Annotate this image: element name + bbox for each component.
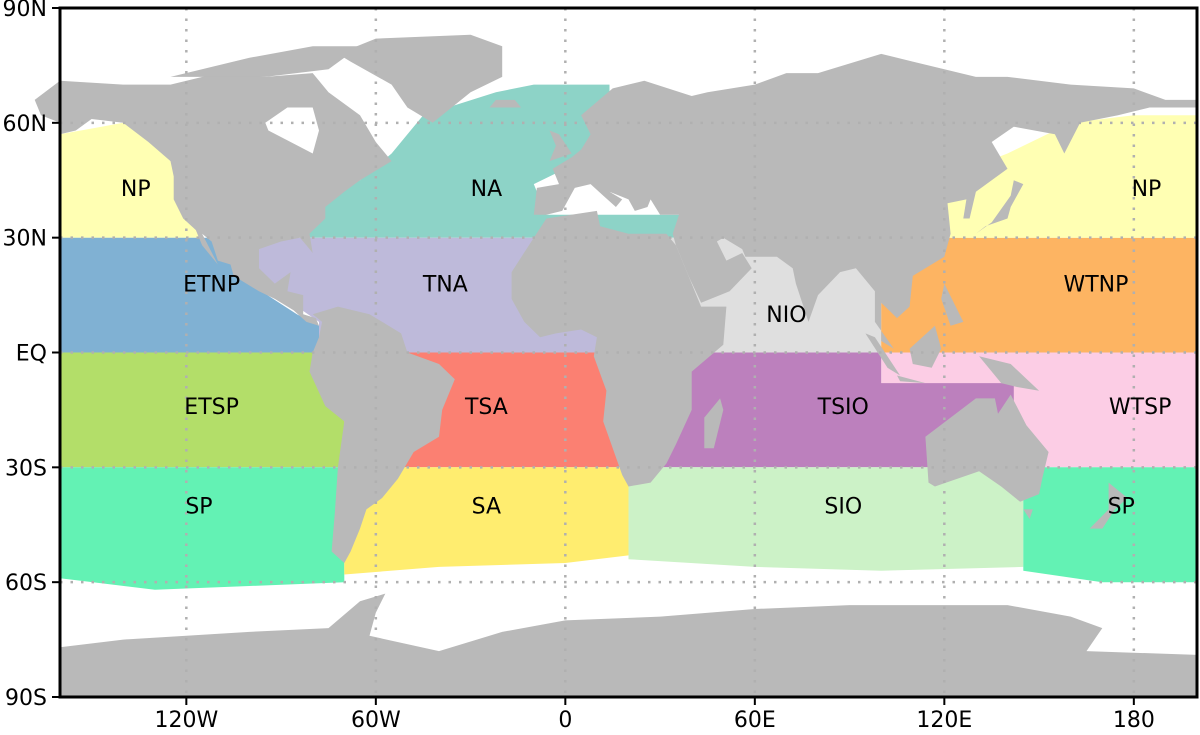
- landmass: [337, 34, 503, 123]
- region-label-etnp: ETNP: [183, 273, 240, 298]
- region-label-wtnp: WTNP: [1063, 273, 1128, 298]
- x-tick-label: 60W: [351, 708, 401, 731]
- y-tick-label: 30S: [5, 456, 47, 481]
- grid-layer: [60, 8, 1197, 697]
- x-tick-label: 60E: [734, 708, 776, 731]
- region-label-sp: SP: [185, 495, 212, 520]
- y-tick-label: 60N: [3, 112, 47, 137]
- hudson-bay: [265, 107, 319, 154]
- landmass: [979, 356, 1040, 391]
- region-label-sp: SP: [1108, 495, 1135, 520]
- region-label-nio: NIO: [766, 303, 806, 328]
- region-sp: [60, 467, 345, 590]
- region-label-etsp: ETSP: [184, 395, 239, 420]
- region-label-tsa: TSA: [464, 395, 508, 420]
- x-tick-label: 180: [1113, 708, 1155, 731]
- y-tick-label: EQ: [16, 342, 47, 367]
- landmass: [533, 53, 1197, 349]
- landmass: [941, 283, 964, 326]
- landmass: [549, 130, 572, 162]
- axes-layer: 90N 60N 30N EQ 30S 60S 90S 120W 60W 0 60E 120E 180: [3, 0, 1199, 733]
- region-label-layer: NP NA ETNP TNA NIO WTNP NP ETSP TSA WTSP TSIO SP SA S…: [121, 177, 1171, 520]
- landmass: [865, 333, 901, 376]
- region-sa: [344, 467, 629, 575]
- region-label-sa: SA: [472, 495, 501, 520]
- landmass: [489, 99, 522, 108]
- region-etsp: [60, 352, 345, 468]
- region-label-na: NA: [471, 177, 503, 202]
- landmass: [909, 325, 942, 368]
- region-sio: [628, 467, 1024, 571]
- y-tick-label: 90S: [5, 686, 47, 711]
- y-tick-label: 30N: [3, 227, 47, 252]
- landmass: [1023, 509, 1033, 519]
- region-label-np: NP: [1132, 177, 1162, 202]
- landmass: [309, 306, 455, 563]
- landmass: [925, 394, 1049, 502]
- landmass: [60, 593, 1197, 697]
- x-tick-label: 0: [558, 708, 572, 731]
- land-layer: [34, 34, 1197, 697]
- region-tsio: [628, 352, 1014, 468]
- x-tick-label: 120W: [154, 708, 218, 731]
- region-label-tsio: TSIO: [817, 395, 869, 420]
- landmass: [1089, 482, 1128, 529]
- region-label-wtsp: WTSP: [1109, 395, 1171, 420]
- region-label-np: NP: [121, 177, 151, 202]
- landmass: [704, 398, 724, 449]
- landmass: [975, 180, 1024, 234]
- y-tick-label: 90N: [3, 0, 47, 22]
- landmass: [511, 210, 727, 487]
- region-label-sio: SIO: [824, 495, 862, 520]
- landmass: [170, 46, 360, 77]
- landmass: [897, 375, 926, 384]
- region-etnp: [60, 237, 319, 353]
- region-wtnp: [881, 237, 1197, 353]
- region-sp: [1023, 467, 1197, 583]
- y-tick-label: 60S: [5, 571, 47, 596]
- region-label-tna: TNA: [422, 273, 468, 298]
- x-tick-label: 120E: [916, 708, 972, 731]
